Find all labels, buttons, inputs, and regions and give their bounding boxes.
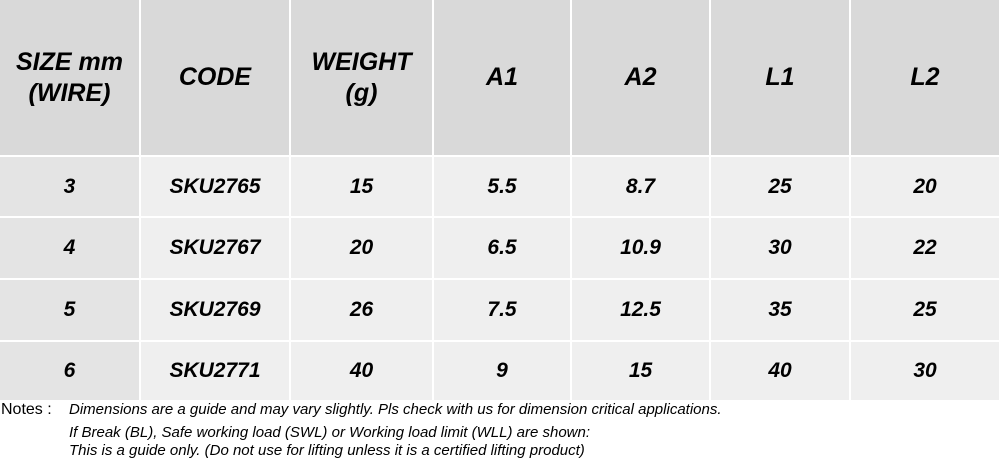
table-cell: 3 xyxy=(0,157,139,216)
table-cell: SKU2767 xyxy=(141,218,289,278)
table-cell: 6.5 xyxy=(434,218,570,278)
table-cell: 15 xyxy=(572,342,709,400)
table-cell: 35 xyxy=(711,280,849,340)
table-cell: 8.7 xyxy=(572,157,709,216)
table-cell: 20 xyxy=(851,157,999,216)
table-cell: SKU2765 xyxy=(141,157,289,216)
table-cell: 25 xyxy=(711,157,849,216)
header-text: WEIGHT xyxy=(311,47,412,76)
header-cell: L2 xyxy=(851,0,999,155)
header-text: CODE xyxy=(178,63,252,91)
header-text: (WIRE) xyxy=(28,78,111,107)
table-cell: 22 xyxy=(851,218,999,278)
table-cell: 9 xyxy=(434,342,570,400)
table-cell: 25 xyxy=(851,280,999,340)
note-line: This is a guide only. (Do not use for li… xyxy=(69,442,585,459)
header-text: (g) xyxy=(345,78,378,107)
header-cell: A1 xyxy=(434,0,570,155)
table-cell: SKU2769 xyxy=(141,280,289,340)
table-cell: 12.5 xyxy=(572,280,709,340)
table-cell: 30 xyxy=(851,342,999,400)
header-cell: SIZE mm (WIRE) xyxy=(0,0,139,155)
notes-label: Notes : xyxy=(1,401,52,418)
table-cell: 5 xyxy=(0,280,139,340)
note-line: Dimensions are a guide and may vary slig… xyxy=(69,401,722,418)
header-cell: WEIGHT (g) xyxy=(291,0,432,155)
table-cell: 40 xyxy=(711,342,849,400)
table-cell: 4 xyxy=(0,218,139,278)
header-cell: L1 xyxy=(711,0,849,155)
table-cell: 40 xyxy=(291,342,432,400)
header-text: L2 xyxy=(910,63,940,91)
table-cell: 5.5 xyxy=(434,157,570,216)
header-text: A2 xyxy=(624,63,657,91)
table-cell: 26 xyxy=(291,280,432,340)
table-cell: 20 xyxy=(291,218,432,278)
table-cell: 7.5 xyxy=(434,280,570,340)
header-text: L1 xyxy=(765,63,795,91)
table-cell: SKU2771 xyxy=(141,342,289,400)
table: SIZE mm (WIRE) CODE WEIGHT (g) A1 A2 L1 L2 3 SKU27… xyxy=(0,0,999,400)
table-cell: 15 xyxy=(291,157,432,216)
header-cell: CODE xyxy=(141,0,289,155)
header-cell: A2 xyxy=(572,0,709,155)
note-line: If Break (BL), Safe working load (SWL) o… xyxy=(69,424,591,441)
table-cell: 6 xyxy=(0,342,139,400)
header-text: A1 xyxy=(486,63,518,91)
header-text: SIZE mm xyxy=(16,47,123,76)
table-cell: 10.9 xyxy=(572,218,709,278)
table-cell: 30 xyxy=(711,218,849,278)
